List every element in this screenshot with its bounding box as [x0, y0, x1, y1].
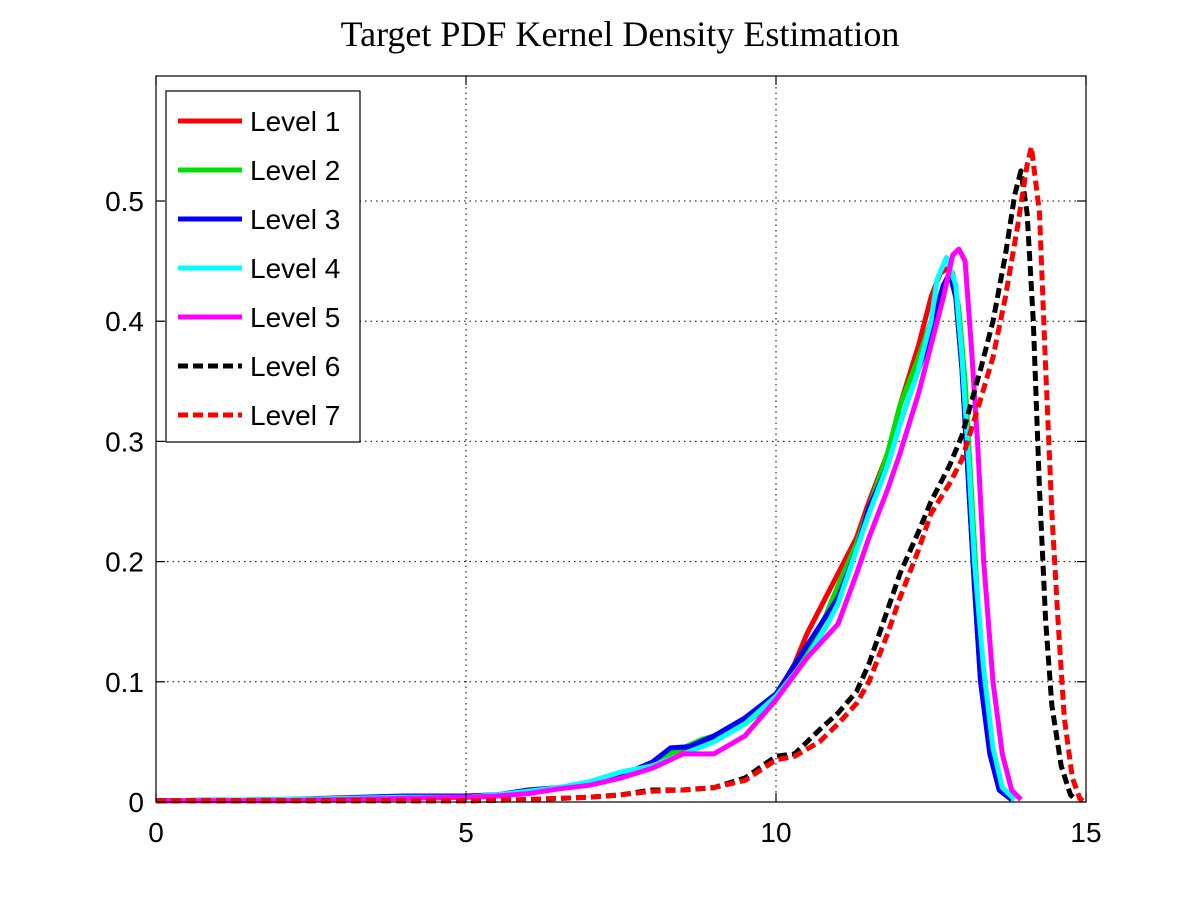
y-tick-label: 0.1: [105, 667, 144, 698]
series-line-level-5: [156, 246, 1023, 804]
y-tick-label: 0.3: [105, 426, 144, 457]
y-tick-label: 0.4: [105, 306, 144, 337]
x-tick-label: 15: [1070, 817, 1101, 848]
legend-label: Level 5: [250, 302, 340, 333]
x-tick-label: 10: [760, 817, 791, 848]
ticks: 0 5 10 15 0 0.1 0.2 0.3 0.4 0.5: [105, 76, 1102, 848]
legend: Level 1 Level 2 Level 3 Level 4 Level 5 Level…: [165, 90, 361, 443]
chart-title: Target PDF Kernel Density Estimation: [341, 14, 900, 54]
legend-label: Level 4: [250, 253, 340, 284]
series-line-level-7: [156, 144, 1085, 804]
x-tick-label: 0: [148, 817, 164, 848]
legend-label: Level 1: [250, 106, 340, 137]
legend-label: Level 2: [250, 155, 340, 186]
y-tick-label: 0: [128, 787, 144, 818]
y-tick-label: 0.2: [105, 547, 144, 578]
legend-label: Level 7: [250, 400, 340, 431]
x-tick-label: 5: [458, 817, 474, 848]
legend-label: Level 3: [250, 204, 340, 235]
y-tick-label: 0.5: [105, 186, 144, 217]
legend-label: Level 6: [250, 351, 340, 382]
axes-frame: [155, 75, 1087, 803]
series-group: [155, 144, 1085, 804]
